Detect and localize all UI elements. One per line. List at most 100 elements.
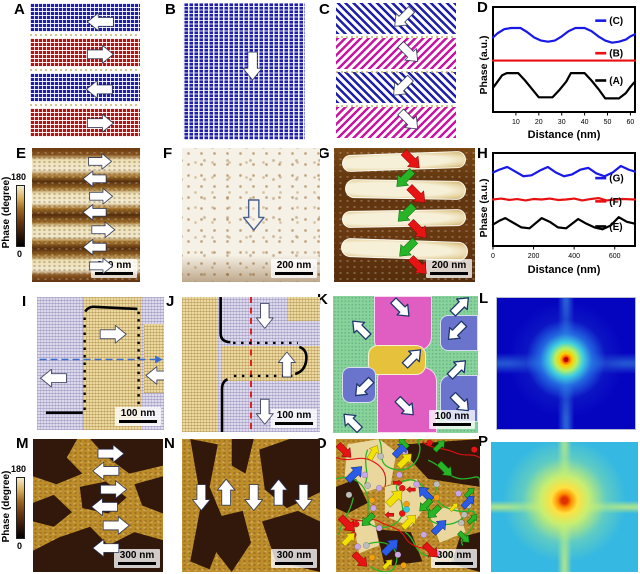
legend-label: (B) bbox=[609, 49, 623, 60]
chart-svg: 10 20 30 40 50 60 (C) (B) (A) bbox=[491, 6, 637, 126]
panel-label-c: C bbox=[319, 1, 330, 18]
panel-e-afm-image: 200 nm bbox=[32, 148, 140, 282]
legend-label: (A) bbox=[609, 76, 623, 87]
panel-l-fft-image bbox=[496, 297, 636, 430]
annotation-overlay bbox=[242, 51, 263, 81]
chart-svg: 0 200 400 600 (G) (F) (E) bbox=[491, 152, 637, 260]
panel-h-line-chart: 0 200 400 600 (G) (F) (E) bbox=[490, 148, 638, 264]
panel-i-lattice-image: 100 nm bbox=[37, 297, 164, 430]
panel-m-afm-image: 300 nm bbox=[33, 439, 163, 572]
panel-label-p: P bbox=[478, 433, 489, 450]
panel-o-annotated-afm-image: 300 nm bbox=[336, 439, 480, 572]
scale-bar-text: 200 nm bbox=[276, 259, 312, 271]
outline-direction-arrow-icon bbox=[352, 320, 372, 340]
tan-domain bbox=[220, 345, 320, 381]
colorbar-max: 180 bbox=[11, 464, 27, 474]
panel-label-d: D bbox=[477, 0, 488, 16]
legend-label: (G) bbox=[609, 174, 623, 185]
domain-wall-gap bbox=[336, 103, 456, 108]
panel-label-m: M bbox=[16, 435, 29, 452]
bright-domain-blob bbox=[345, 179, 467, 200]
scale-bar-line bbox=[118, 562, 156, 565]
scale-bar-line bbox=[275, 272, 313, 275]
scale-bar: 200 nm bbox=[91, 258, 137, 278]
scale-bar-text: 200 nm bbox=[96, 259, 132, 271]
panel-label-o: O bbox=[315, 435, 327, 452]
domain-wall-gap bbox=[30, 67, 140, 73]
h-x-axis-label: Distance (nm) bbox=[527, 264, 601, 276]
scale-bar: 200 nm bbox=[426, 258, 472, 278]
scale-bar-text: 300 nm bbox=[119, 549, 155, 561]
scale-bar-line bbox=[430, 272, 468, 275]
black-domain-wall bbox=[295, 347, 306, 374]
tan-domain bbox=[182, 297, 218, 432]
blue-domain-stripe bbox=[30, 3, 140, 32]
x-tick-label: 60 bbox=[627, 119, 635, 126]
panel-d-line-chart: 10 20 30 40 50 60 (C) (B) (A) bbox=[490, 2, 638, 130]
legend-label: (C) bbox=[609, 16, 623, 27]
h-y-axis-label: Phase (a.u.) bbox=[478, 178, 490, 238]
panel-b-lattice-image bbox=[183, 3, 305, 140]
scale-bar-text: 100 nm bbox=[434, 410, 470, 422]
panel-label-g: G bbox=[318, 145, 330, 162]
scale-bar: 100 nm bbox=[115, 406, 161, 426]
domain-wall-gap bbox=[30, 102, 140, 108]
phase-colorbar bbox=[16, 185, 25, 247]
panel-f-afm-image: 200 nm bbox=[182, 148, 320, 282]
scale-bar: 300 nm bbox=[271, 548, 317, 568]
panel-label-k: K bbox=[317, 291, 328, 308]
scale-bar-line bbox=[275, 422, 313, 425]
scale-bar: 200 nm bbox=[271, 258, 317, 278]
panel-label-l: L bbox=[479, 290, 489, 307]
scale-bar-text: 300 nm bbox=[276, 549, 312, 561]
x-tick-label: 30 bbox=[558, 119, 566, 126]
x-tick-label: 50 bbox=[604, 119, 612, 126]
blue-domain bbox=[440, 315, 478, 351]
panel-n-afm-image: 300 nm bbox=[182, 439, 320, 572]
domain-wall-annotations bbox=[37, 297, 163, 430]
tan-domain bbox=[286, 297, 320, 322]
scale-bar-text: 200 nm bbox=[431, 259, 467, 271]
magenta-domain-stripe bbox=[336, 107, 456, 138]
series-line-(A) bbox=[491, 72, 637, 100]
panel-label-n: N bbox=[164, 435, 175, 452]
x-tick-label: 200 bbox=[528, 253, 540, 260]
phase-colorbar bbox=[16, 477, 25, 539]
panel-g-afm-image: 200 nm bbox=[334, 148, 475, 282]
yellow-domain bbox=[367, 345, 426, 376]
scale-bar-line bbox=[95, 272, 133, 275]
panel-label-j: J bbox=[166, 293, 175, 310]
red-domain-stripe bbox=[30, 38, 140, 67]
x-tick-label: 10 bbox=[512, 119, 520, 126]
outline-direction-arrow-icon bbox=[343, 413, 363, 433]
panel-k-domain-map: 100 nm bbox=[333, 296, 478, 433]
blue-dashed-arrowhead bbox=[155, 355, 163, 364]
scale-bar-text: 100 nm bbox=[120, 407, 156, 419]
colorbar-max: 180 bbox=[11, 172, 27, 182]
scale-bar-line bbox=[275, 562, 313, 565]
x-tick-label: 0 bbox=[491, 253, 495, 260]
domain-wall-gap bbox=[336, 68, 456, 73]
blue-domain-stripe bbox=[336, 72, 456, 104]
blue-domain-stripe bbox=[336, 3, 456, 34]
hollow-direction-arrow-icon bbox=[242, 199, 265, 231]
panel-a-lattice-image bbox=[30, 3, 140, 138]
bright-domain-blob bbox=[342, 208, 467, 229]
scale-bar-text: 100 nm bbox=[276, 409, 312, 421]
blue-domain bbox=[341, 367, 377, 403]
series-line-(C) bbox=[491, 26, 637, 44]
domain-wall-gap bbox=[30, 32, 140, 38]
panel-label-e: E bbox=[16, 145, 27, 162]
scale-bar: 300 nm bbox=[431, 548, 477, 568]
red-domain-stripe bbox=[30, 108, 140, 137]
white-direction-arrow-icon bbox=[242, 51, 263, 81]
scale-bar-line bbox=[433, 423, 471, 426]
colorbar-min: 0 bbox=[17, 249, 23, 259]
scale-bar-line bbox=[435, 562, 473, 565]
pink-domain bbox=[373, 296, 432, 351]
x-tick-label: 40 bbox=[581, 119, 589, 126]
series-line-(G) bbox=[491, 164, 637, 178]
magenta-domain-stripe bbox=[336, 37, 456, 69]
x-tick-label: 400 bbox=[568, 253, 580, 260]
panel-label-f: F bbox=[163, 145, 173, 162]
